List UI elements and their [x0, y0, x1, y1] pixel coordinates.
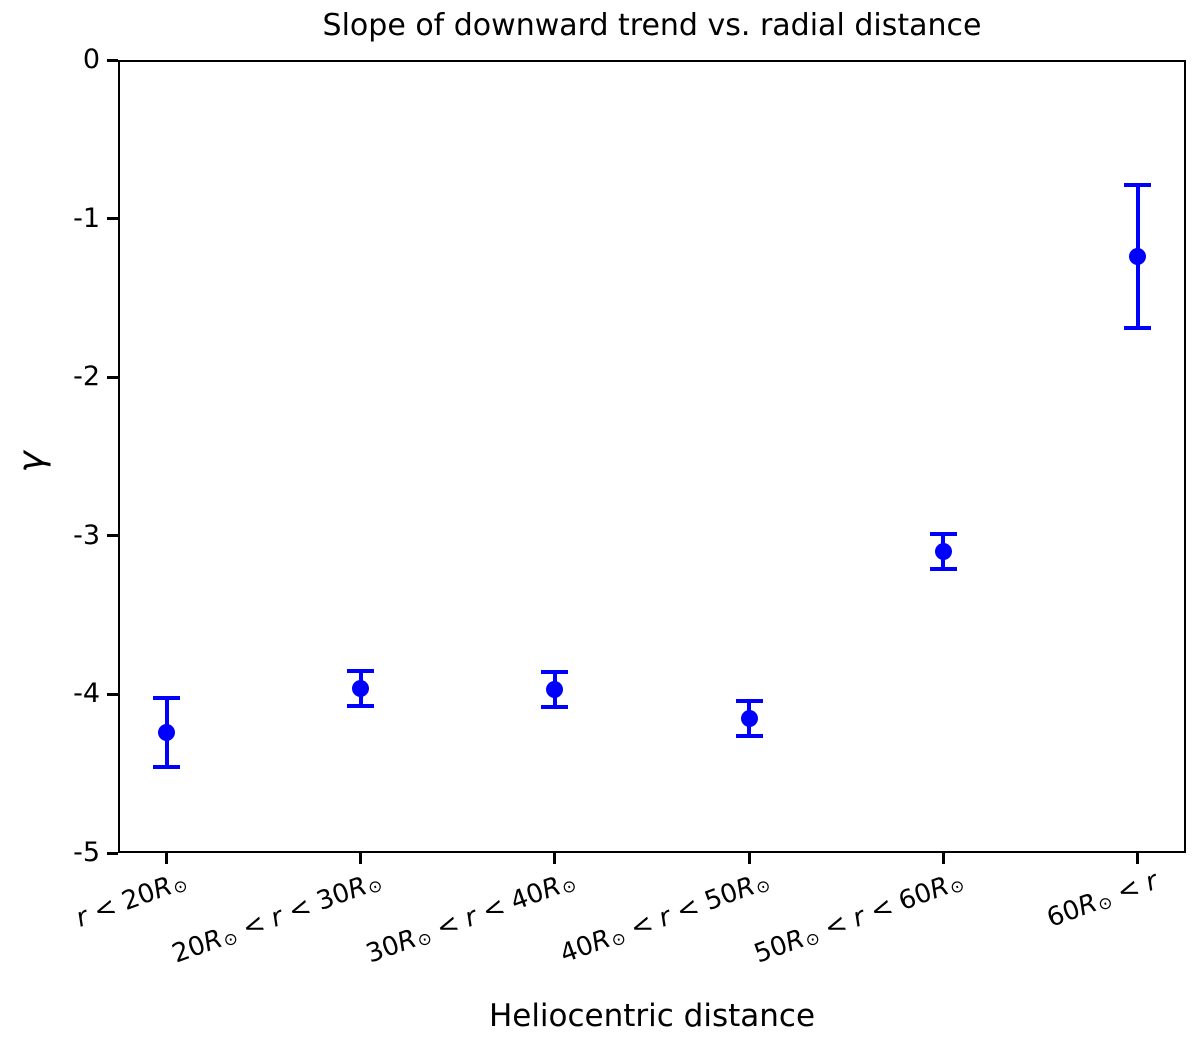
x-tick-label: 30R⊙ < r < 40R⊙ — [361, 871, 580, 970]
x-tick-label: 50R⊙ < r < 60R⊙ — [750, 871, 968, 970]
y-tick-label: -5 — [73, 837, 100, 868]
data-point — [546, 681, 564, 699]
x-tick-mark — [359, 853, 363, 864]
y-tick-label: 0 — [82, 44, 100, 75]
y-tick-label: -2 — [73, 361, 100, 393]
x-tick-label: r < 20R⊙ — [72, 871, 191, 934]
error-cap-top — [347, 668, 375, 673]
y-axis-label: γ — [11, 451, 52, 473]
y-tick-mark — [107, 534, 118, 538]
error-cap-top — [153, 695, 180, 700]
x-tick-mark — [941, 853, 945, 864]
y-tick-label: -4 — [73, 678, 100, 710]
y-tick-mark — [107, 217, 118, 221]
x-tick-mark — [747, 853, 751, 864]
x-tick-mark — [165, 853, 168, 864]
y-tick-label: -3 — [73, 519, 100, 551]
error-cap-bottom — [153, 765, 180, 770]
error-cap-bottom — [347, 703, 375, 708]
data-point — [740, 709, 758, 727]
error-cap-top — [541, 670, 569, 675]
data-point — [1129, 248, 1146, 266]
data-point — [352, 679, 370, 697]
x-tick-mark — [553, 853, 557, 864]
x-tick-label: 40R⊙ < r < 50R⊙ — [556, 871, 774, 970]
error-cap-bottom — [929, 567, 957, 572]
y-tick-mark — [107, 692, 118, 696]
plot-area — [118, 60, 1186, 853]
y-tick-mark — [107, 375, 118, 379]
y-tick-label: -1 — [73, 202, 100, 234]
data-point — [158, 723, 175, 741]
data-point — [934, 543, 952, 561]
x-axis-label: Heliocentric distance — [488, 998, 816, 1034]
error-cap-bottom — [541, 705, 569, 710]
error-cap-bottom — [735, 733, 763, 738]
chart-title: Slope of downward trend vs. radial dista… — [322, 8, 982, 43]
error-cap-bottom — [1124, 326, 1151, 331]
error-cap-top — [1124, 183, 1151, 188]
error-cap-top — [735, 698, 763, 703]
y-tick-mark — [107, 851, 118, 855]
x-tick-mark — [1136, 853, 1139, 864]
y-tick-mark — [107, 58, 118, 62]
error-cap-top — [929, 532, 957, 537]
x-tick-label: 60R⊙ < r — [1043, 866, 1162, 934]
x-tick-label: 20R⊙ < r < 30R⊙ — [167, 871, 385, 970]
